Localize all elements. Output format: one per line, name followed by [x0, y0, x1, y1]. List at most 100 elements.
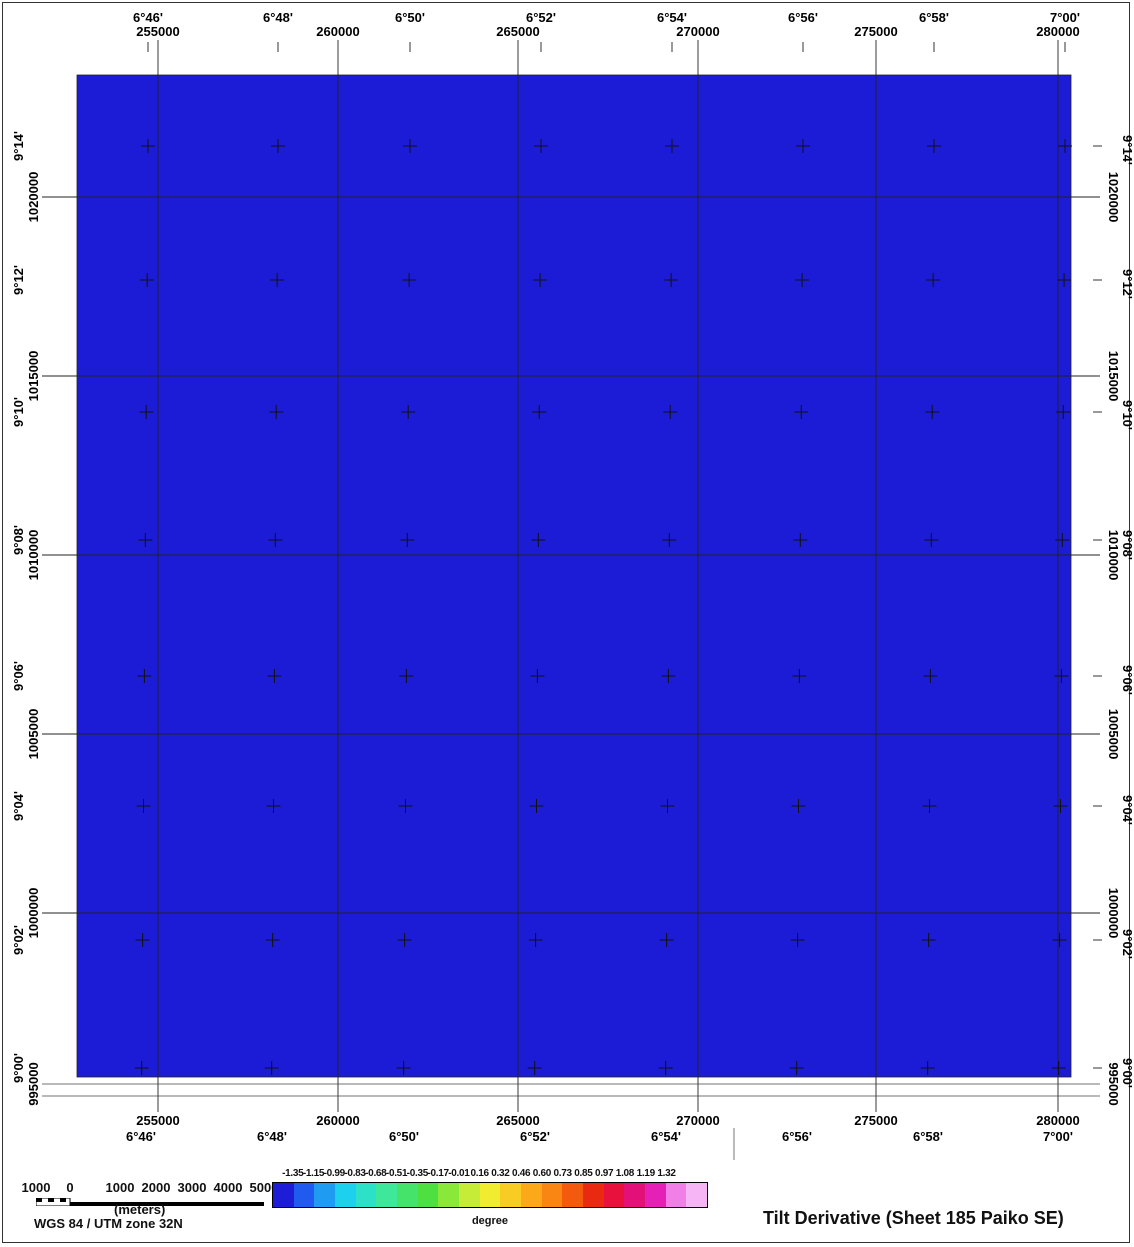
lon-bottom-label: 6°48': [257, 1129, 287, 1144]
graticule-cross: [1051, 1061, 1066, 1075]
legend-swatch: [376, 1183, 398, 1207]
northing-right-label: 1020000: [1106, 172, 1121, 223]
legend-colorbar: [272, 1182, 708, 1208]
lat-left-labels: 9°14' 9°12' 9°10' 9°08' 9°06' 9°04' 9°02…: [11, 131, 26, 1083]
graticule-cross: [266, 799, 281, 813]
easting-bottom-label: 270000: [676, 1113, 719, 1128]
graticule-cross: [534, 139, 548, 153]
northing-left-label: 1010000: [26, 530, 41, 581]
lat-left-label: 9°08': [11, 525, 26, 555]
graticule-cross: [396, 1061, 411, 1075]
graticule-cross: [796, 139, 810, 153]
graticule-cross: [397, 933, 412, 947]
lat-right-label: 9°04': [1120, 795, 1134, 825]
lon-top-label: 6°54': [657, 10, 687, 25]
northing-left-label: 1015000: [26, 351, 41, 402]
northing-right-label: 1015000: [1106, 351, 1121, 402]
legend-swatch: [417, 1183, 439, 1207]
scale-labels: 1000 0 1000 2000 3000 4000 5000: [14, 1180, 279, 1196]
scale-bar-graphic: [36, 1198, 264, 1206]
graticule-cross: [926, 273, 941, 287]
lat-right-label: 9°12': [1120, 269, 1134, 299]
graticule-cross: [269, 405, 284, 419]
legend-swatch: [562, 1183, 584, 1207]
legend-label: 0.60: [532, 1168, 552, 1179]
legend-swatch: [665, 1183, 687, 1207]
lon-top-labels: 6°46' 6°48' 6°50' 6°52' 6°54' 6°56' 6°58…: [133, 10, 1080, 25]
legend-label: 1.19: [636, 1168, 656, 1179]
lat-left-label: 9°04': [11, 791, 26, 821]
graticule-cross: [268, 533, 283, 547]
color-legend: -1.35 -1.15 -0.99 -0.83 -0.68 -0.51 -0.35 -0.17…: [272, 1168, 712, 1238]
graticule-cross: [135, 933, 150, 947]
legend-label: -1.15: [302, 1168, 325, 1179]
graticule-cross: [920, 1061, 935, 1075]
legend-swatch: [645, 1183, 666, 1207]
legend-swatch: [624, 1183, 646, 1207]
lon-bottom-label: 6°56': [782, 1129, 812, 1144]
lon-bottom-label: 6°54': [651, 1129, 681, 1144]
legend-unit: degree: [471, 1215, 509, 1227]
scale-label: 2000: [141, 1180, 171, 1195]
tilt-derivative-map[interactable]: 6°46' 6°48' 6°50' 6°52' 6°54' 6°56' 6°58…: [0, 0, 1134, 1160]
lat-left-label: 9°12': [11, 265, 26, 295]
legend-swatch: [603, 1183, 625, 1207]
lat-right-label: 9°10': [1120, 400, 1134, 430]
graticule-cross: [267, 669, 282, 683]
legend-label: -0.68: [365, 1168, 387, 1179]
graticule-cross: [532, 405, 547, 419]
legend-swatch: [293, 1183, 315, 1207]
legend-label: 0.97: [595, 1168, 614, 1179]
legend-label: -0.83: [344, 1168, 366, 1179]
lon-top-label: 6°56': [788, 10, 818, 25]
northing-right-labels: 1020000 1015000 1010000 1005000 1000000 …: [1106, 172, 1121, 1106]
legend-swatch: [397, 1183, 418, 1207]
legend-swatch: [541, 1183, 563, 1207]
graticule-cross: [1054, 669, 1069, 683]
graticule-cross: [1052, 933, 1067, 947]
graticule-cross: [927, 139, 941, 153]
tilt-derivative-raster: [77, 75, 1071, 1077]
graticule-cross: [264, 1061, 279, 1075]
graticule-cross: [789, 1061, 804, 1075]
legend-swatch: [335, 1183, 356, 1207]
lon-top-label: 6°58': [919, 10, 949, 25]
legend-label: 0.32: [491, 1168, 510, 1179]
lon-bottom-label: 6°50': [389, 1129, 419, 1144]
axis-tick-lines: [147, 42, 1102, 1069]
scale-label: 1000: [21, 1180, 51, 1195]
easting-top-label: 260000: [316, 24, 359, 39]
scale-unit: (meters): [114, 1202, 166, 1217]
northing-right-label: 1010000: [1106, 530, 1121, 581]
lon-top-label: 7°00': [1050, 10, 1080, 25]
easting-bottom-label: 265000: [496, 1113, 539, 1128]
legend-label: -1.35: [282, 1168, 304, 1179]
graticule-cross: [662, 533, 677, 547]
graticule-cross: [1053, 799, 1068, 813]
northing-left-label: 1005000: [26, 709, 41, 760]
graticule-cross: [529, 799, 544, 813]
graticule-cross: [533, 273, 548, 287]
graticule-cross: [141, 139, 155, 153]
graticule-cross: [921, 933, 936, 947]
graticule-cross: [399, 669, 414, 683]
graticule-cross: [400, 533, 415, 547]
scale-label: 5000: [249, 1180, 279, 1195]
graticule-cross: [1058, 139, 1072, 153]
graticule-cross: [1056, 405, 1071, 419]
easting-bottom-label: 255000: [136, 1113, 179, 1128]
easting-bottom-label: 280000: [1036, 1113, 1079, 1128]
legend-label: -0.99: [323, 1168, 346, 1179]
legend-label: -0.01: [448, 1168, 470, 1179]
lon-bottom-label: 6°52': [520, 1129, 550, 1144]
graticule-cross: [265, 933, 280, 947]
easting-top-label: 265000: [496, 24, 539, 39]
graticule-cross: [531, 533, 546, 547]
northing-right-label: 995000: [1106, 1062, 1121, 1105]
easting-bottom-label: 260000: [316, 1113, 359, 1128]
easting-top-labels: 255000 260000 265000 270000 275000 28000…: [136, 24, 1079, 39]
graticule-cross: [1057, 273, 1072, 287]
graticule-cross: [140, 273, 155, 287]
graticule-cross: [271, 139, 285, 153]
northing-left-label: 1000000: [26, 888, 41, 939]
